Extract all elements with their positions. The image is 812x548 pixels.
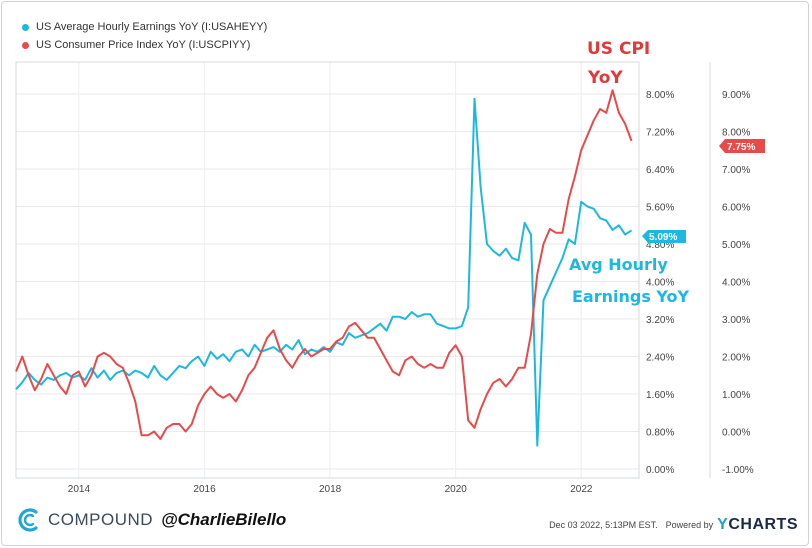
left-tick-label: 5.60% (646, 203, 674, 214)
left-tick-label: 4.00% (646, 278, 674, 289)
right-tick-label: 3.00% (722, 315, 750, 326)
left-tick-label: 2.40% (646, 353, 674, 364)
left-tick-label: 7.20% (646, 128, 674, 139)
right-axis: -1.00% 0.00% 1.00% 2.00% 3.00% 4.00% 5.00% 6.00… (722, 90, 754, 476)
cpi-last-value-flag: 7.75% (719, 139, 765, 153)
right-tick-label: -1.00% (722, 465, 754, 476)
right-tick-label: 0.00% (722, 428, 750, 439)
grid (16, 62, 639, 478)
right-tick-label: 9.00% (722, 90, 750, 101)
legend-label-ahe: US Average Hourly Earnings YoY (I:USAHEY… (36, 21, 268, 33)
x-axis: 2014 2016 2018 2020 2022 (68, 484, 593, 495)
ahe-annotation-line1: Avg Hourly (569, 255, 668, 274)
left-axis: 0.00% 0.80% 1.60% 2.40% 3.20% 4.00% 4.80% 5.60%… (646, 90, 674, 476)
left-tick-label: 3.20% (646, 315, 674, 326)
right-tick-label: 6.00% (722, 203, 750, 214)
left-tick-label: 1.60% (646, 390, 674, 401)
x-tick-label: 2016 (193, 484, 216, 495)
ahe-annotation-line2: Earnings YoY (572, 287, 690, 306)
timestamp: Dec 03 2022, 5:13PM EST. (549, 520, 658, 530)
footer: COMPOUND @CharlieBilello Dec 03 2022, 5:… (0, 498, 812, 544)
cpi-series-line (15, 89, 633, 440)
series-lines (15, 89, 633, 447)
legend-swatch-ahe (22, 23, 29, 31)
legend-item-cpi[interactable]: US Consumer Price Index YoY (I:USCPIYY) (22, 36, 267, 54)
legend-label-cpi: US Consumer Price Index YoY (I:USCPIYY) (36, 39, 251, 51)
right-tick-label: 7.00% (722, 165, 750, 176)
ahe-series-line (15, 97, 633, 447)
cpi-annotation-line1: US CPI (587, 39, 650, 59)
ahe-last-value: 5.09% (649, 232, 677, 243)
left-tick-label: 0.00% (646, 465, 674, 476)
left-tick-label: 8.00% (646, 90, 674, 101)
compound-brand: COMPOUND @CharlieBilello (16, 506, 286, 534)
x-tick-label: 2018 (319, 484, 342, 495)
legend-item-ahe[interactable]: US Average Hourly Earnings YoY (I:USAHEY… (22, 18, 267, 36)
x-tick-label: 2022 (570, 484, 593, 495)
cpi-last-value: 7.75% (727, 142, 755, 153)
brand-name: COMPOUND (48, 510, 154, 529)
ycharts-logo-y: Y (717, 516, 729, 533)
ycharts-logo-rest: CHARTS (728, 516, 798, 533)
right-tick-label: 5.00% (722, 240, 750, 251)
left-tick-label: 0.80% (646, 428, 674, 439)
powered-by-label: Powered by (665, 520, 714, 530)
ycharts-logo[interactable]: YCHARTS (717, 516, 798, 534)
legend-swatch-cpi (22, 41, 29, 49)
chart-svg: 2014 2016 2018 2020 2022 0.00% 0.80% 1.60% 2.40… (15, 39, 765, 495)
twitter-handle: @CharlieBilello (161, 510, 287, 529)
x-tick-label: 2014 (68, 484, 91, 495)
legend: US Average Hourly Earnings YoY (I:USAHEY… (22, 18, 267, 54)
x-tick-label: 2020 (445, 484, 468, 495)
right-tick-label: 8.00% (722, 128, 750, 139)
plot-area (15, 61, 640, 479)
cpi-annotation-line2: YoY (587, 68, 623, 88)
ahe-last-value-flag: 5.09% (642, 230, 686, 243)
timestamp-credit: Dec 03 2022, 5:13PM EST. Powered by YCHA… (549, 516, 798, 534)
right-tick-label: 1.00% (722, 390, 750, 401)
left-tick-label: 4.80% (646, 240, 674, 251)
compound-logo-icon (18, 508, 38, 532)
right-tick-label: 4.00% (722, 278, 750, 289)
right-tick-label: 2.00% (722, 353, 750, 364)
left-tick-label: 6.40% (646, 165, 674, 176)
